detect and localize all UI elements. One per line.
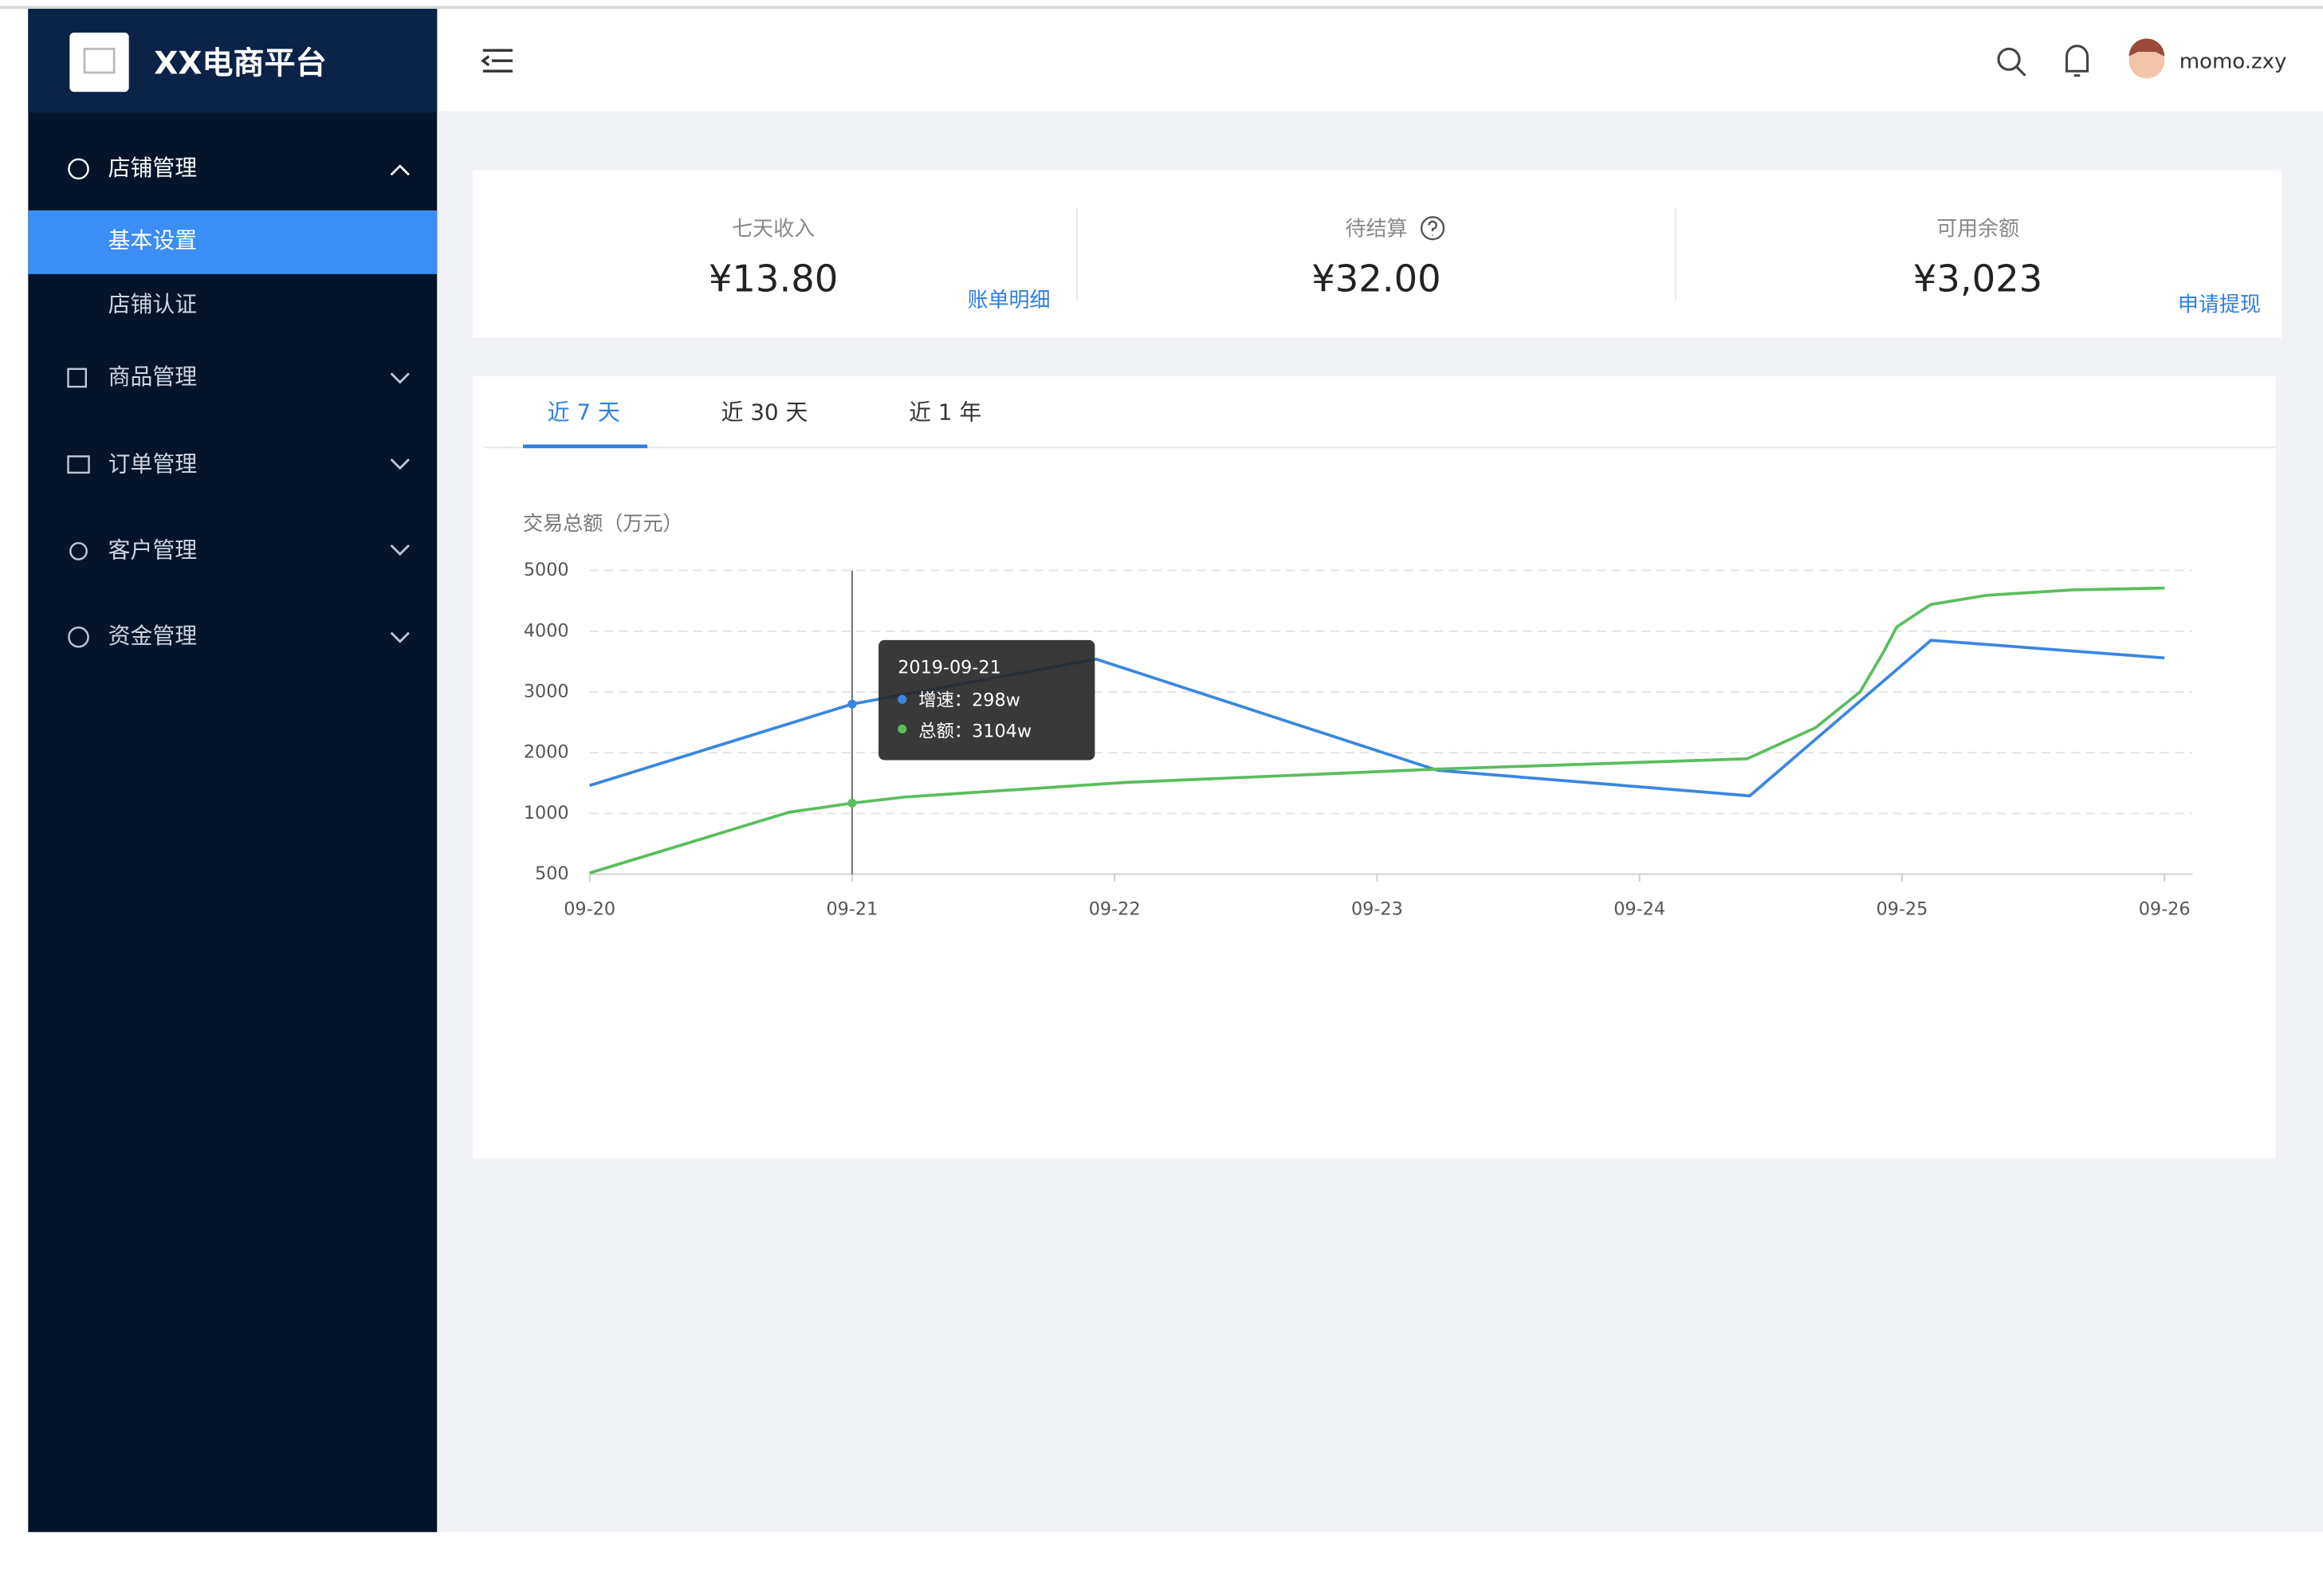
menu-item[interactable]: 客户管理 bbox=[108, 537, 197, 563]
avatar-hair bbox=[2128, 38, 2165, 57]
menu-arrow[interactable] bbox=[390, 164, 410, 176]
search-icon[interactable] bbox=[1997, 47, 2021, 71]
logo-image bbox=[83, 47, 116, 74]
menu-item[interactable]: 资金管理 bbox=[108, 623, 197, 649]
menu-item[interactable]: 店铺管理 bbox=[108, 155, 197, 181]
tab-indicator bbox=[523, 444, 648, 449]
menu-icon bbox=[68, 626, 89, 648]
logo-icon[interactable] bbox=[69, 32, 129, 92]
submenu-item[interactable]: 店铺认证 bbox=[108, 291, 197, 317]
menu-arrow[interactable] bbox=[390, 544, 410, 556]
y-tick-label: 1000 bbox=[524, 803, 569, 824]
tooltip-dot bbox=[898, 724, 907, 734]
bell-icon[interactable] bbox=[2066, 45, 2089, 77]
x-tick-label: 09-25 bbox=[1877, 899, 1928, 920]
series-line bbox=[589, 586, 2165, 875]
menu-arrow[interactable] bbox=[390, 372, 410, 384]
y-tick-label: 5000 bbox=[524, 560, 569, 580]
stat-label: 可用余额 bbox=[1936, 218, 2019, 242]
hover-point bbox=[847, 798, 857, 808]
x-tick-label: 09-20 bbox=[564, 899, 615, 920]
y-tick-label: 500 bbox=[535, 863, 569, 884]
menu-item[interactable]: 商品管理 bbox=[108, 364, 197, 390]
menu-icon bbox=[67, 368, 87, 388]
stats-card bbox=[472, 170, 2282, 338]
x-tick-label: 09-21 bbox=[827, 899, 878, 920]
x-tick-label: 09-26 bbox=[2139, 899, 2191, 920]
x-tick-label: 09-22 bbox=[1089, 899, 1141, 920]
submenu-item[interactable]: 基本设置 bbox=[108, 227, 197, 254]
help-icon-mark bbox=[1428, 220, 1437, 236]
search-icon-handle bbox=[2015, 65, 2026, 77]
menu-icon bbox=[67, 455, 90, 474]
tab[interactable]: 近 30 天 bbox=[721, 399, 808, 426]
stat-link[interactable]: 账单明细 bbox=[968, 289, 1051, 313]
menu-arrow[interactable] bbox=[390, 458, 410, 470]
y-tick-label: 2000 bbox=[524, 742, 569, 763]
chart-card bbox=[472, 376, 2276, 1159]
tooltip-title: 2019-09-21 bbox=[898, 658, 1001, 678]
top-border bbox=[0, 6, 2323, 10]
tooltip-item: 总额：3104w bbox=[918, 721, 1032, 742]
chart-title: 交易总额（万元） bbox=[523, 512, 683, 535]
stat-label: 七天收入 bbox=[732, 218, 815, 242]
stat-value: ¥3,023 bbox=[1913, 257, 2043, 301]
menu-item[interactable]: 订单管理 bbox=[108, 451, 197, 478]
tooltip bbox=[878, 639, 1095, 761]
stat-value: ¥13.80 bbox=[709, 257, 839, 301]
menu-toggle[interactable] bbox=[481, 49, 513, 73]
hover-point bbox=[847, 699, 857, 709]
menu-active-bg bbox=[28, 210, 438, 274]
menu-icon bbox=[69, 541, 88, 560]
tab[interactable]: 近 7 天 bbox=[548, 399, 620, 426]
plot: 500 1000 2000 3000 4000 5000 09-20 09-21 09-22 09… bbox=[524, 560, 2193, 920]
menu-icon bbox=[68, 158, 89, 180]
tooltip-item: 增速：298w bbox=[918, 690, 1020, 711]
help-icon[interactable] bbox=[1420, 216, 1445, 241]
logo-text: XX电商平台 bbox=[154, 45, 326, 81]
stat-link[interactable]: 申请提现 bbox=[2178, 293, 2261, 316]
y-tick-label: 4000 bbox=[524, 620, 569, 641]
stat-label: 待结算 bbox=[1345, 218, 1407, 242]
username[interactable]: momo.zxy bbox=[2180, 50, 2287, 74]
x-tick-label: 09-24 bbox=[1614, 899, 1665, 920]
tab[interactable]: 近 1 年 bbox=[909, 399, 981, 426]
menu-arrow[interactable] bbox=[390, 631, 410, 643]
x-tick-label: 09-23 bbox=[1351, 899, 1403, 920]
stat-value: ¥32.00 bbox=[1311, 257, 1441, 301]
y-tick-label: 3000 bbox=[524, 681, 569, 702]
tooltip-dot bbox=[898, 694, 907, 704]
